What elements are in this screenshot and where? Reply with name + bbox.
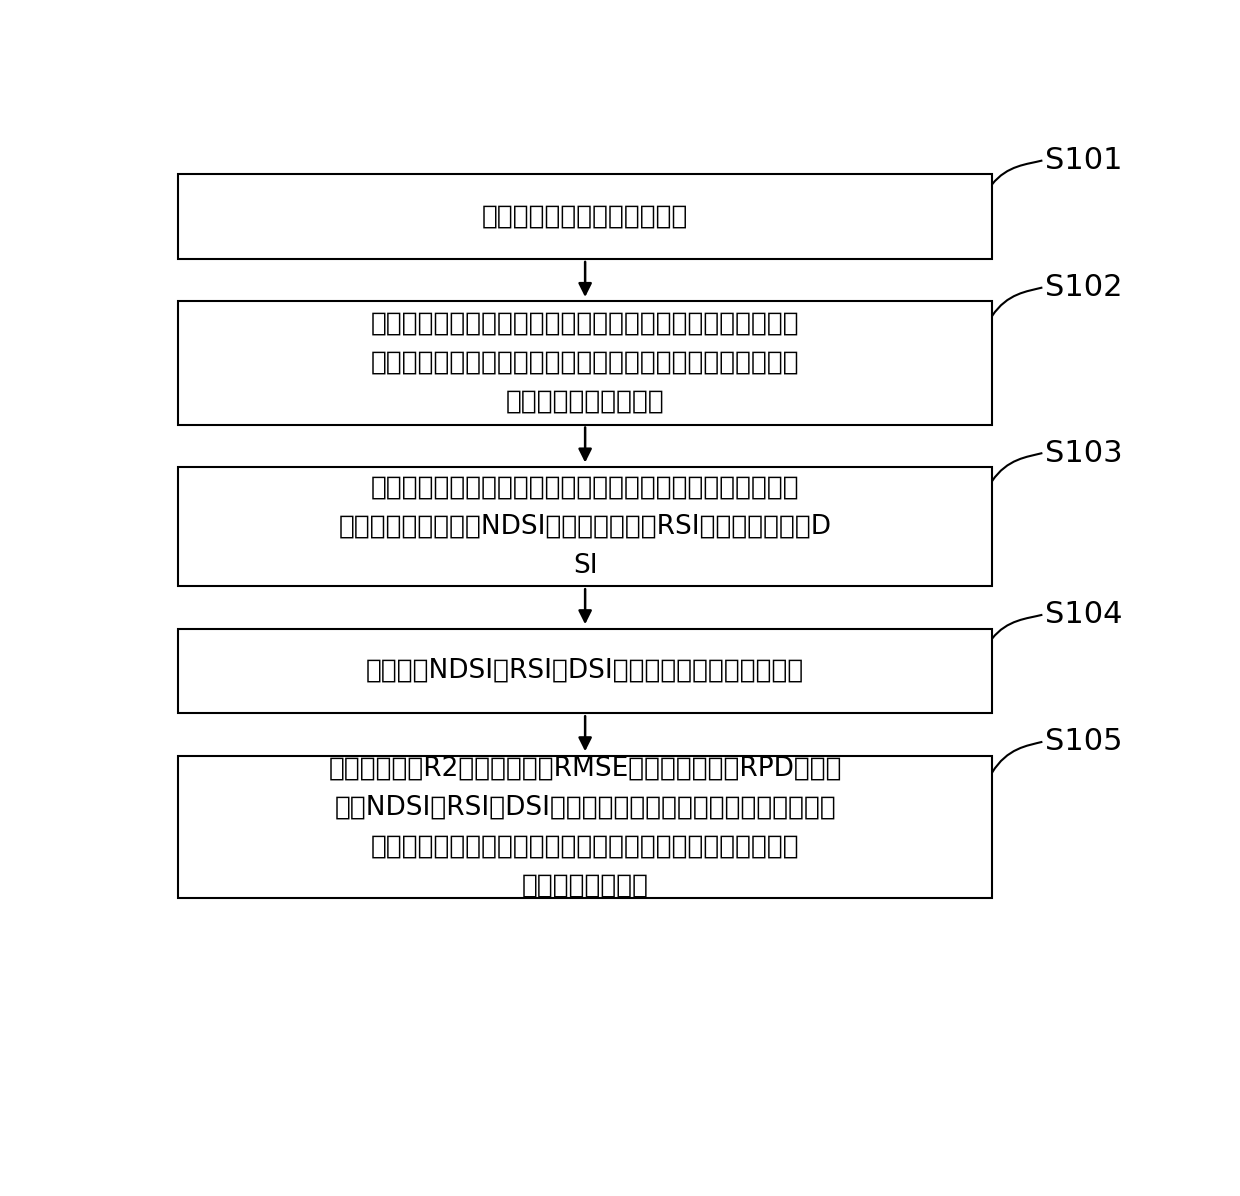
Text: 根据所述NDSI、RSI和DSI分别建立随机森林估测模型: 根据所述NDSI、RSI和DSI分别建立随机森林估测模型 — [366, 658, 805, 684]
Bar — [179, 466, 992, 586]
Bar — [179, 756, 992, 898]
Text: 根据所述待检测土壤中速效钾的特征波段分别建立述待检测土
壤的归一化光谱指数NDSI、比值光谱指数RSI和差值光谱指数D
SI: 根据所述待检测土壤中速效钾的特征波段分别建立述待检测土 壤的归一化光谱指数NDS… — [339, 475, 832, 579]
Text: S102: S102 — [1044, 273, 1122, 303]
Text: 获取待检测土壤的高光谱数据: 获取待检测土壤的高光谱数据 — [482, 203, 688, 230]
Bar — [179, 629, 992, 713]
Bar — [179, 175, 992, 260]
Text: 根据所述高光谱数据进行二维相关光谱分析，获得所述待检测
土壤中速效钾的二维同步谱图和异步谱图，确定所述待检测土
壤中速效钾的特征波段: 根据所述高光谱数据进行二维相关光谱分析，获得所述待检测 土壤中速效钾的二维同步谱… — [371, 311, 800, 415]
Text: S104: S104 — [1044, 600, 1122, 629]
Text: 采用决定系数R2、均方根误差RMSE和相对分析误差RPD对根据
所述NDSI、RSI和DSI建立随机森林估测模型进行检验，以确定
出估测精度最高的估测模型，用于: 采用决定系数R2、均方根误差RMSE和相对分析误差RPD对根据 所述NDSI、R… — [329, 756, 842, 898]
Text: S103: S103 — [1044, 439, 1122, 468]
Text: S101: S101 — [1044, 146, 1122, 175]
Bar — [179, 301, 992, 425]
Text: S105: S105 — [1044, 727, 1122, 756]
